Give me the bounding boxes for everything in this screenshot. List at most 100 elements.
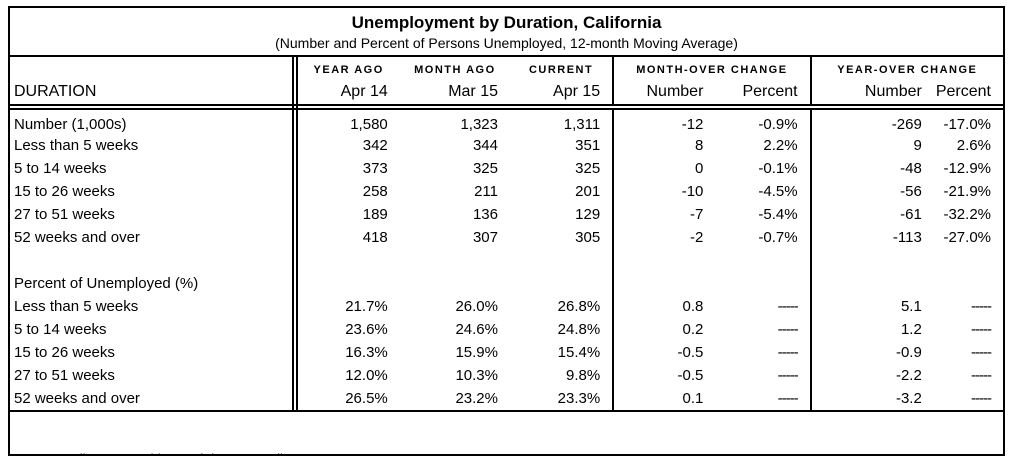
column-header-row: DURATION Apr 14 Mar 15 Apr 15 Number Per…	[10, 83, 1003, 110]
cell: 26.0%	[455, 298, 498, 315]
cell: -113	[892, 229, 922, 246]
cell	[715, 272, 812, 295]
cell: 373	[362, 160, 388, 177]
table-row: Less than 5 weeks 342 344 351 8 2.2% 9 2…	[10, 134, 1003, 157]
cell: -----	[715, 364, 812, 387]
unemployment-table: Unemployment by Duration, California (Nu…	[8, 6, 1005, 456]
cell: 2.2%	[715, 134, 812, 157]
cell: 1,580	[350, 115, 388, 133]
cell: -12	[681, 115, 704, 133]
cell: 307	[472, 229, 498, 246]
cell: 136	[472, 206, 498, 223]
group-header-row: YEAR AGO MONTH AGO CURRENT MONTH-OVER CH…	[10, 57, 1003, 83]
cell: 23.6%	[345, 321, 388, 338]
page-subtitle: (Number and Percent of Persons Unemploye…	[275, 35, 738, 51]
table-row: 27 to 51 weeks 189 136 129 -7 -5.4% -61 …	[10, 203, 1003, 226]
cell: 0.1	[682, 390, 704, 407]
cell: -2	[690, 229, 704, 246]
row-label: 52 weeks and over	[10, 226, 298, 249]
cell: -12.9%	[943, 160, 991, 177]
table-row: 15 to 26 weeks 16.3% 15.9% 15.4% -0.5 --…	[10, 341, 1003, 364]
row-label: 15 to 26 weeks	[10, 341, 298, 364]
cell: -0.5	[677, 344, 704, 361]
cell: 342	[362, 137, 388, 154]
cell: 1,311	[509, 107, 615, 134]
table-title-block: Unemployment by Duration, California (Nu…	[10, 8, 1003, 57]
cell: -269	[891, 115, 922, 133]
cell: 16.3%	[345, 344, 388, 361]
cell: -56	[900, 183, 922, 200]
row-label: Percent of Unemployed (%)	[10, 272, 298, 295]
cell: 15.4%	[509, 341, 615, 364]
table-row: 52 weeks and over 26.5% 23.2% 23.3% 0.1 …	[10, 387, 1003, 410]
cell: -----	[971, 344, 992, 361]
cell: 8	[695, 137, 704, 154]
cell: -48	[900, 160, 922, 177]
cell: 418	[362, 229, 388, 246]
cell: -----	[971, 367, 992, 384]
row-label: 52 weeks and over	[10, 387, 298, 410]
cell: -2.2	[895, 367, 922, 384]
cell: -----	[971, 390, 992, 407]
cell: -----	[715, 295, 812, 318]
cell: -7	[690, 206, 704, 223]
cell: 12.0%	[345, 367, 388, 384]
group-header-month-ago: MONTH AGO	[414, 64, 496, 76]
cell: -----	[971, 321, 992, 338]
section-header-row: Percent of Unemployed (%)	[10, 272, 1003, 295]
cell: 21.7%	[345, 298, 388, 315]
cell: -0.5	[677, 367, 704, 384]
col-header-yr-number: Number	[810, 83, 934, 110]
cell: 0.2	[682, 321, 704, 338]
cell: 201	[509, 180, 615, 203]
data-table: YEAR AGO MONTH AGO CURRENT MONTH-OVER CH…	[10, 57, 1003, 410]
cell: 9.8%	[509, 364, 615, 387]
cell: 258	[362, 183, 388, 200]
cell	[509, 272, 615, 295]
col-header-apr15: Apr 15	[509, 83, 615, 110]
cell: -17.0%	[943, 115, 991, 133]
group-header-spacer	[10, 57, 298, 83]
cell: -32.2%	[943, 206, 991, 223]
cell	[400, 249, 510, 272]
row-label: Less than 5 weeks	[10, 295, 298, 318]
footnotes: Note: Detail may not add to total due to…	[10, 410, 1003, 454]
col-header-mo-percent: Percent	[715, 83, 812, 110]
group-header-year-over-change: YEAR-OVER CHANGE	[837, 64, 978, 76]
cell: -21.9%	[943, 183, 991, 200]
cell	[509, 249, 615, 272]
cell: 2.6%	[956, 137, 991, 154]
row-label: Less than 5 weeks	[10, 134, 298, 157]
cell: -5.4%	[715, 203, 812, 226]
row-label: 27 to 51 weeks	[10, 364, 298, 387]
table-row: 5 to 14 weeks 23.6% 24.6% 24.8% 0.2 ----…	[10, 318, 1003, 341]
cell: -0.7%	[715, 226, 812, 249]
table-row: Number (1,000s) 1,580 1,323 1,311 -12 -0…	[10, 107, 1003, 134]
cell: 189	[362, 206, 388, 223]
cell: 26.8%	[509, 295, 615, 318]
group-header-year-ago: YEAR AGO	[313, 64, 384, 76]
cell: 26.5%	[345, 390, 388, 407]
cell: 129	[509, 203, 615, 226]
cell: -0.1%	[715, 157, 812, 180]
row-label	[10, 249, 298, 272]
col-header-mo-number: Number	[613, 83, 716, 110]
cell: -0.9%	[715, 107, 812, 134]
table-row: Less than 5 weeks 21.7% 26.0% 26.8% 0.8 …	[10, 295, 1003, 318]
row-label: 15 to 26 weeks	[10, 180, 298, 203]
cell	[811, 249, 934, 272]
table-row: 15 to 26 weeks 258 211 201 -10 -4.5% -56…	[10, 180, 1003, 203]
cell: 0	[695, 160, 704, 177]
cell: -----	[715, 387, 812, 410]
cell: 24.6%	[455, 321, 498, 338]
cell	[613, 249, 715, 272]
cell: 9	[913, 137, 922, 154]
cell: -----	[971, 298, 992, 315]
row-label: Number (1,000s)	[10, 107, 298, 134]
table-row: 52 weeks and over 418 307 305 -2 -0.7% -…	[10, 226, 1003, 249]
page-title: Unemployment by Duration, California	[351, 13, 662, 32]
group-header-month-over-change: MONTH-OVER CHANGE	[613, 57, 812, 83]
cell: -10	[681, 183, 704, 200]
cell	[295, 272, 400, 295]
cell: 24.8%	[509, 318, 615, 341]
